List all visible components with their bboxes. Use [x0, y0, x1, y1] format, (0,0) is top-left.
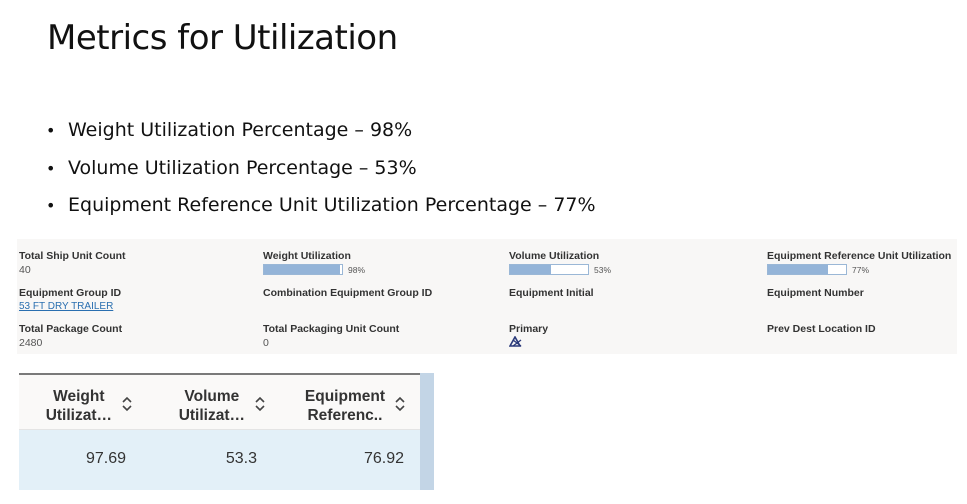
sort-up-down-icon[interactable]: [253, 395, 267, 413]
field-equipment-number: Equipment Number: [767, 287, 864, 299]
column-header-equipment-reference[interactable]: Equipment Referenc..: [279, 375, 419, 432]
bullet-icon: •: [46, 121, 56, 140]
field-volume-utilization: Volume Utilization 53%: [509, 250, 612, 275]
metrics-bullet-list: • Weight Utilization Percentage – 98% • Vo…: [46, 116, 596, 229]
vertical-scrollbar[interactable]: [420, 373, 434, 490]
cell-volume-utilization: 53.3: [225, 450, 257, 467]
field-equipment-group-id: Equipment Group ID 53 FT DRY TRAILER: [19, 287, 122, 312]
sort-up-down-icon[interactable]: [393, 395, 407, 413]
bullet-icon: •: [46, 158, 56, 178]
shipment-details-panel: Total Ship Unit Count 40 Weight Utilizat…: [17, 239, 957, 354]
field-total-ship-unit-count: Total Ship Unit Count 40: [19, 250, 126, 276]
primary-checkbox-icon: [508, 335, 522, 347]
bullet-item: • Volume Utilization Percentage – 53%: [46, 154, 596, 192]
bullet-item: • Weight Utilization Percentage – 98%: [46, 116, 596, 154]
column-header-volume-utilization[interactable]: Volume Utilizat…: [146, 375, 279, 432]
field-prev-dest-location-id: Prev Dest Location ID: [767, 323, 876, 335]
field-equipment-ref-unit-utilization: Equipment Reference Unit Utilization 77%: [767, 250, 952, 275]
field-total-packaging-unit-count: Total Packaging Unit Count 0: [263, 323, 400, 349]
cell-equipment-reference: 76.92: [363, 450, 404, 467]
field-total-package-count: Total Package Count 2480: [19, 323, 123, 349]
volume-utilization-bar: [509, 264, 589, 275]
sort-up-down-icon[interactable]: [120, 395, 134, 413]
field-equipment-initial: Equipment Initial: [509, 287, 594, 299]
utilization-grid: Weight Utilizat… Volume Utilizat… Equipmen…: [19, 373, 434, 490]
bullet-icon: •: [46, 196, 56, 215]
weight-utilization-bar: [263, 264, 343, 275]
field-weight-utilization: Weight Utilization 98%: [263, 250, 366, 275]
table-row[interactable]: 97.69 53.3 76.92: [19, 430, 420, 490]
field-combination-equipment-group-id: Combination Equipment Group ID: [263, 287, 433, 299]
equipment-ref-unit-utilization-bar: [767, 264, 847, 275]
grid-header: Weight Utilizat… Volume Utilizat… Equipmen…: [19, 373, 420, 430]
equipment-group-link[interactable]: 53 FT DRY TRAILER: [19, 301, 114, 312]
bullet-item: • Equipment Reference Unit Utilization Pe…: [46, 191, 596, 229]
slide-title: Metrics for Utilization: [47, 18, 398, 58]
column-header-weight-utilization[interactable]: Weight Utilizat…: [19, 375, 146, 432]
cell-weight-utilization: 97.69: [85, 450, 126, 467]
field-primary: Primary: [508, 323, 548, 350]
